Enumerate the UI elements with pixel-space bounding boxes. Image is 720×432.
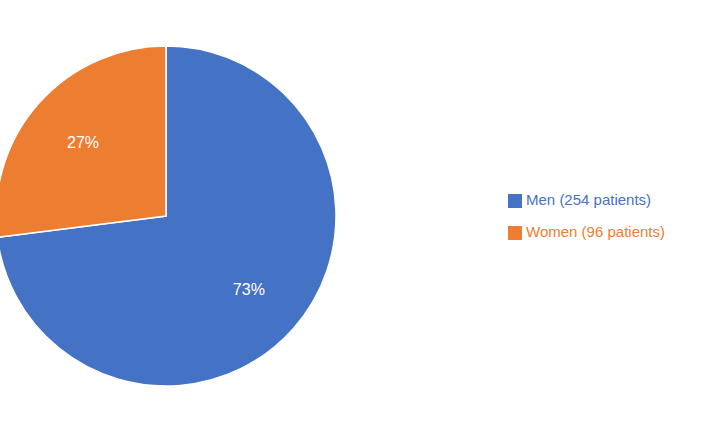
svg-text:73%: 73% [233,281,265,298]
html-text:Women (96 patients): Women (96 patients) [526,223,665,240]
html-text:Men (254 patients): Men (254 patients) [526,191,652,208]
svg-text:27%: 27% [67,134,99,151]
